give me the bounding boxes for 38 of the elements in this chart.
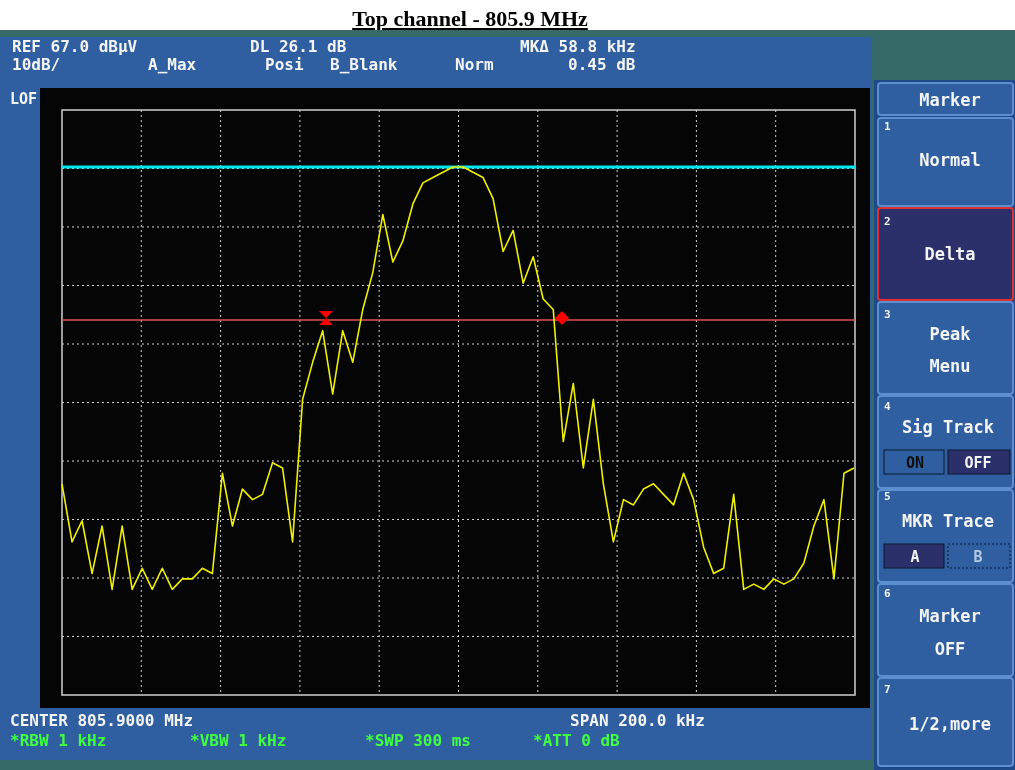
text: MKΔ 58.8 kHz — [520, 37, 636, 56]
text: A — [910, 548, 920, 566]
chart-title: Top channel - 805.9 MHz — [352, 6, 589, 31]
text: SPAN 200.0 kHz — [570, 711, 705, 730]
text: Marker — [919, 606, 981, 626]
text: Posi — [265, 55, 304, 74]
text: 1 — [884, 120, 891, 133]
text: Normal — [919, 150, 981, 170]
text: 5 — [884, 490, 891, 503]
text: Peak — [929, 324, 971, 344]
text: *RBW 1 kHz — [10, 731, 107, 750]
text: OFF — [964, 454, 992, 472]
text: CENTER 805.9000 MHz — [10, 711, 194, 730]
text: Delta — [924, 244, 976, 264]
text: DL 26.1 dB — [250, 37, 347, 56]
text: B_Blank — [330, 55, 398, 74]
text: Sig Track — [901, 417, 995, 437]
text: 10dB/ — [12, 55, 61, 74]
text: 0.45 dB — [568, 55, 636, 74]
text: A_Max — [148, 55, 197, 74]
text: *SWP 300 ms — [365, 731, 471, 750]
text: Menu — [929, 356, 971, 376]
text: REF 67.0 dBµV — [12, 37, 138, 56]
text: Marker — [919, 90, 981, 110]
text: *ATT 0 dB — [533, 731, 621, 750]
text: 2 — [884, 215, 891, 228]
text: OFF — [934, 639, 966, 659]
text: B — [973, 548, 983, 566]
text: 6 — [884, 587, 891, 600]
text: 7 — [884, 683, 891, 696]
text: *VBW 1 kHz — [190, 731, 287, 750]
text: 3 — [884, 308, 891, 321]
text: ON — [905, 454, 925, 472]
text: 4 — [884, 400, 891, 413]
text: Norm — [455, 55, 494, 74]
text: MKR Trace — [901, 511, 995, 531]
text: LOF — [10, 90, 38, 108]
text: 1/2,more — [909, 714, 991, 734]
